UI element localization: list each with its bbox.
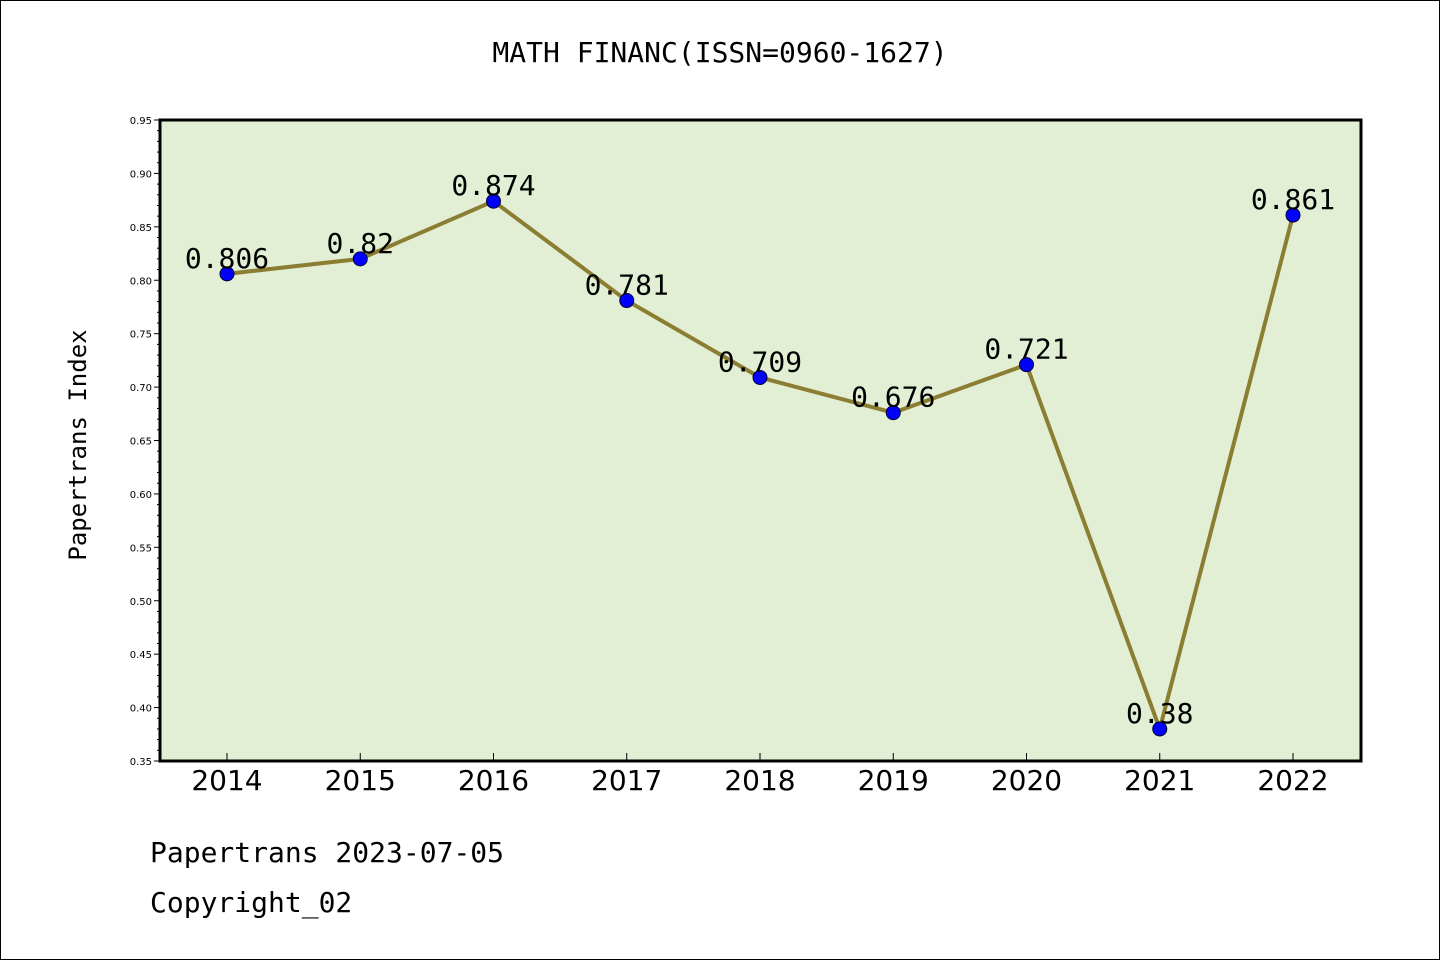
y-tick-label: 0.50	[130, 597, 152, 608]
data-label: 0.806	[185, 242, 269, 275]
y-tick-label: 0.75	[130, 330, 152, 341]
plot-border	[158, 118, 1363, 763]
data-label: 0.709	[718, 345, 802, 378]
data-label: 0.676	[851, 381, 935, 414]
x-tick-label: 2014	[191, 764, 262, 797]
data-point	[1152, 721, 1168, 737]
x-axis: 2014 2015 2016 2017 2018 2019 2020 2021 2022	[191, 753, 1329, 797]
data-label: 0.781	[585, 269, 669, 302]
data-labels: 0.806 0.82 0.874 0.781 0.709 0.676 0.721 0.38 0.…	[185, 169, 1335, 730]
x-tick-label: 2019	[858, 764, 929, 797]
data-point	[752, 369, 768, 385]
x-tick-label: 2016	[458, 764, 529, 797]
data-label: 0.861	[1251, 183, 1335, 216]
x-tick-label: 2022	[1257, 764, 1328, 797]
series-group	[219, 193, 1301, 737]
footer-copyright: Copyright_02	[150, 886, 353, 919]
y-tick-label: 0.45	[130, 650, 152, 661]
x-tick-label: 2017	[591, 764, 662, 797]
y-tick-label: 0.80	[130, 276, 152, 287]
data-label: 0.721	[984, 333, 1068, 366]
data-point	[1019, 357, 1034, 373]
data-label: 0.874	[451, 169, 535, 202]
plot-area	[160, 120, 1361, 761]
data-point	[619, 293, 635, 309]
data-point	[219, 266, 235, 282]
footer-source: Papertrans 2023-07-05	[150, 836, 505, 869]
chart-title: MATH FINANC(ISSN=0960-1627)	[492, 36, 948, 69]
y-tick-label: 0.35	[130, 757, 152, 768]
y-tick-label: 0.90	[130, 169, 152, 180]
data-point	[486, 193, 501, 209]
y-tick-label: 0.55	[130, 543, 152, 554]
y-tick-label: 0.70	[130, 383, 152, 394]
y-tick-label: 0.65	[130, 437, 152, 448]
x-tick-label: 2015	[325, 764, 396, 797]
data-point	[352, 251, 368, 267]
data-point	[885, 405, 901, 421]
y-axis: 0.35 0.40 0.45 0.50 0.55 0.60 0.65 0.70 0.75 0.80…	[130, 116, 160, 768]
data-point	[1285, 207, 1301, 223]
x-tick-label: 2018	[724, 764, 795, 797]
data-label: 0.38	[1126, 697, 1193, 730]
y-tick-label: 0.85	[130, 223, 152, 234]
y-tick-label: 0.60	[130, 490, 152, 501]
data-label: 0.82	[327, 227, 394, 260]
x-tick-label: 2020	[991, 764, 1062, 797]
y-tick-label: 0.40	[130, 704, 152, 715]
x-tick-label: 2021	[1124, 764, 1195, 797]
y-tick-label: 0.95	[130, 116, 152, 127]
